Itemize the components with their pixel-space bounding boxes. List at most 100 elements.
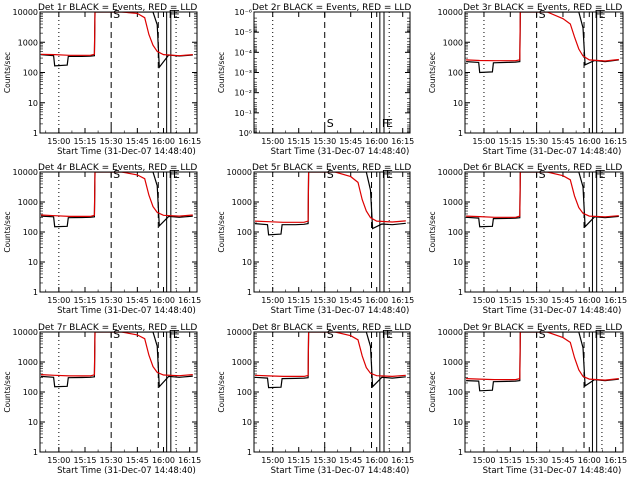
panel-title: Det 6r BLACK = Events, RED = LLD [463,163,622,173]
panel-det-2: Det 2r BLACK = Events, RED = LLD 10⁰ 10⁻¹ 1… [217,3,414,157]
panel-title: Det 5r BLACK = Events, RED = LLD [252,163,411,173]
panel-det-9: Det 9r BLACK = Events, RED = LLD 1 10 100 10… [428,323,627,476]
marker-label: F [169,328,175,341]
x-tick-label: 16:00 [578,456,601,465]
plot-frame [39,171,198,293]
y-axis-label: Counts/sec [3,371,12,412]
plot-frame [253,171,411,293]
y-tick-label: 1000 [443,38,463,47]
y-tick-label: 100 [23,69,38,78]
series-lld-line [254,172,406,223]
series-group [466,332,619,392]
y-tick-label: 1 [33,288,38,297]
y-axis-label: Counts/sec [217,211,226,252]
y-tick-label: 1 [458,129,463,138]
y-tick-label: 10 [453,258,463,267]
x-tick-label: 15:00 [47,456,70,465]
x-axis-label: Start Time (31-Dec-07 14:48:40) [483,147,622,157]
marker-label: E [173,328,180,341]
plot-frame [39,11,198,134]
y-tick-label: 1000 [443,198,463,207]
series-lld-line [40,332,193,377]
y-tick-label: 100 [448,69,463,78]
x-tick-label: 15:45 [551,456,574,465]
x-tick-label: 15:15 [287,456,310,465]
y-tick-label: 10⁰ [239,129,252,138]
marker-label: F [382,328,388,341]
y-axis-label: Counts/sec [428,371,437,412]
y-axis-label: Counts/sec [3,52,12,93]
y-tick-label: 10⁻³ [234,69,252,78]
series-group [466,12,619,74]
marker-label: F [594,168,600,181]
marker-label: F [594,328,600,341]
marker-label: F [382,168,388,181]
panel-det-4: Det 4r BLACK = Events, RED = LLD 1 10 100 10… [3,163,201,316]
x-tick-label: 16:00 [365,137,388,146]
x-tick-label: 15:30 [100,296,123,305]
y-tick-label: 10000 [227,168,252,177]
y-tick-label: 10 [242,258,252,267]
series-events-line [466,332,619,392]
x-axis-label: Start Time (31-Dec-07 14:48:40) [271,466,410,476]
y-tick-label: 10 [453,418,463,427]
x-tick-label: 15:15 [499,456,522,465]
marker-label: E [173,8,180,21]
series-group [254,332,406,389]
y-tick-label: 10 [28,418,38,427]
y-tick-label: 100 [448,388,463,397]
y-tick-label: 100 [237,228,252,237]
x-axis-label: Start Time (31-Dec-07 14:48:40) [57,306,196,316]
panel-title: Det 9r BLACK = Events, RED = LLD [463,323,622,333]
marker-label: E [386,117,393,130]
marker-label: F [382,117,388,130]
x-tick-label: 15:15 [287,137,310,146]
y-axis-label: Counts/sec [428,211,437,252]
x-tick-label: 15:15 [499,296,522,305]
plot-frame [39,331,198,453]
panel-title: Det 8r BLACK = Events, RED = LLD [252,323,411,333]
series-lld-line [254,332,406,378]
y-axis-label: Counts/sec [217,371,226,412]
series-group [40,332,193,389]
y-tick-label: 10⁻¹ [234,109,252,118]
marker-label: E [173,168,180,181]
y-tick-label: 1000 [18,198,38,207]
x-tick-label: 15:00 [261,456,284,465]
x-tick-label: 15:00 [472,137,495,146]
x-tick-label: 16:15 [604,296,627,305]
x-tick-label: 16:00 [152,137,175,146]
series-lld-line [40,12,193,57]
y-tick-label: 1000 [232,358,252,367]
x-tick-label: 16:15 [391,456,414,465]
x-tick-label: 16:15 [391,296,414,305]
x-tick-label: 15:30 [525,296,548,305]
y-tick-label: 1 [33,448,38,457]
y-tick-label: 1000 [232,198,252,207]
series-events-line [466,12,619,74]
marker-label: S [539,168,546,181]
x-axis-label: Start Time (31-Dec-07 14:48:40) [483,466,622,476]
x-axis-label: Start Time (31-Dec-07 14:48:40) [57,466,196,476]
x-tick-label: 15:15 [499,137,522,146]
marker-label: S [327,117,334,130]
x-tick-label: 16:15 [604,137,627,146]
y-tick-label: 1000 [18,358,38,367]
plot-frame [253,331,411,453]
marker-label: S [539,8,546,21]
y-tick-label: 1000 [18,38,38,47]
panel-title: Det 2r BLACK = Events, RED = LLD [252,3,411,13]
marker-label: E [386,328,393,341]
y-axis-label: Counts/sec [217,52,226,93]
y-tick-label: 10⁻⁶ [234,8,252,17]
y-tick-label: 10⁻⁵ [234,28,252,37]
x-axis-label: Start Time (31-Dec-07 14:48:40) [57,147,196,157]
y-axis-label: Counts/sec [428,52,437,93]
y-tick-label: 100 [23,388,38,397]
y-tick-label: 10 [242,418,252,427]
x-tick-label: 15:45 [339,296,362,305]
x-tick-label: 15:45 [551,296,574,305]
series-lld-line [466,12,619,62]
marker-label: E [599,168,606,181]
x-tick-label: 16:00 [578,296,601,305]
